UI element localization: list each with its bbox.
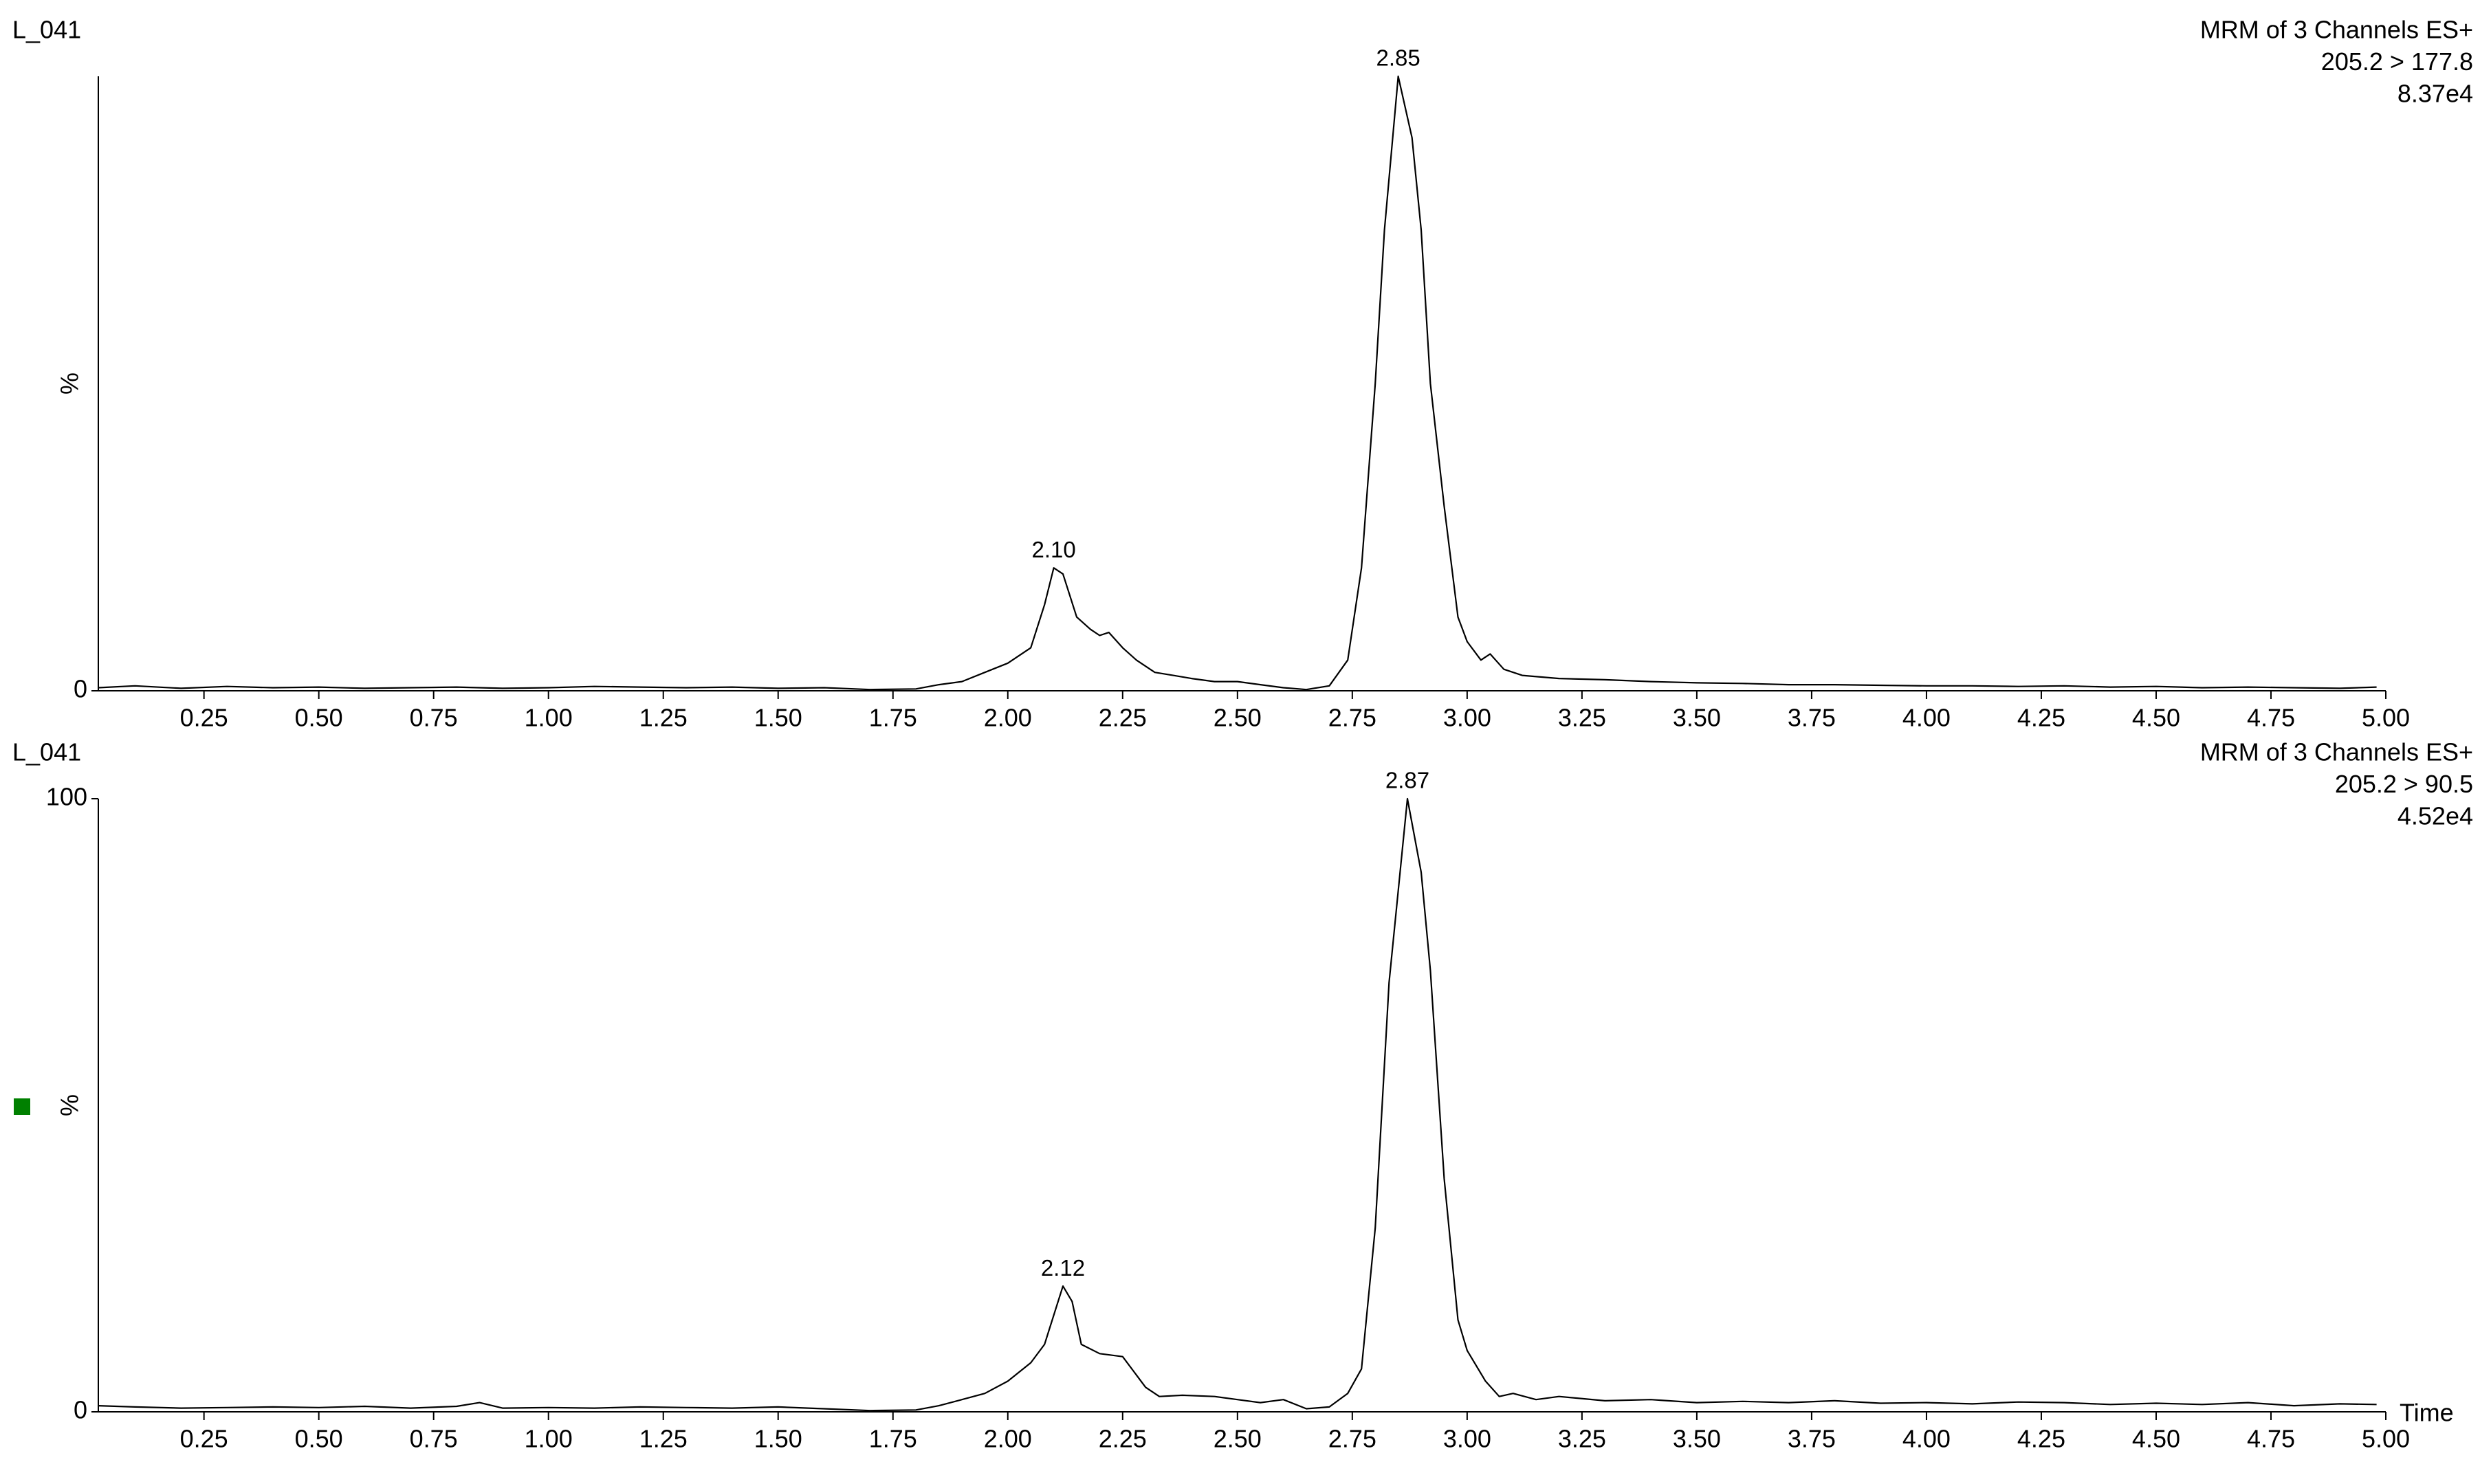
x-tick-label: 4.50 [2132,704,2180,732]
x-tick-label: 2.25 [1099,1425,1147,1453]
channel-info: 8.37e4 [2397,80,2473,108]
x-tick-label: 1.25 [639,1425,688,1453]
x-tick-label: 2.00 [984,704,1032,732]
x-tick-label: 4.25 [2017,1425,2065,1453]
x-tick-label: 3.75 [1788,704,1836,732]
y-tick-label: 100 [46,783,87,811]
x-tick-label: 4.00 [1902,704,1951,732]
x-tick-label: 0.25 [180,1425,228,1453]
x-tick-label: 2.75 [1328,704,1376,732]
peak-label: 2.87 [1385,768,1429,793]
trace-name: L_041 [12,16,81,44]
x-tick-label: 4.00 [1902,1425,1951,1453]
x-tick-label: 1.75 [869,704,917,732]
x-tick-label: 0.50 [295,704,343,732]
x-tick-label: 3.25 [1558,704,1606,732]
x-tick-label: 4.25 [2017,704,2065,732]
x-tick-label: 3.00 [1443,1425,1491,1453]
x-tick-label: 4.50 [2132,1425,2180,1453]
x-tick-label: 0.25 [180,704,228,732]
x-tick-label: 3.75 [1788,1425,1836,1453]
y-axis-label: % [56,373,84,395]
channel-info: 4.52e4 [2397,802,2473,830]
trace-marker [14,1098,30,1115]
y-tick-label: 0 [74,675,87,703]
x-tick-label: 4.75 [2247,1425,2295,1453]
x-tick-label: 1.00 [525,1425,573,1453]
x-axis-label: Time [2400,1399,2454,1427]
x-tick-label: 2.75 [1328,1425,1376,1453]
peak-label: 2.10 [1031,537,1075,562]
channel-info: MRM of 3 Channels ES+ [2200,16,2473,44]
x-tick-label: 3.25 [1558,1425,1606,1453]
trace-line [98,797,2377,1412]
peak-label: 2.85 [1376,45,1420,71]
channel-info: 205.2 > 177.8 [2321,47,2473,76]
x-tick-label: 3.50 [1673,704,1721,732]
x-tick-label: 3.00 [1443,704,1491,732]
x-tick-label: 1.50 [754,1425,802,1453]
x-tick-label: 1.75 [869,1425,917,1453]
x-tick-label: 2.00 [984,1425,1032,1453]
x-tick-label: 0.50 [295,1425,343,1453]
trace-name: L_041 [12,738,81,766]
x-tick-label: 0.75 [410,1425,458,1453]
channel-info: 205.2 > 90.5 [2335,770,2473,798]
channel-info: MRM of 3 Channels ES+ [2200,738,2473,766]
x-tick-label: 5.00 [2362,1425,2410,1453]
peak-label: 2.12 [1041,1255,1085,1281]
x-tick-label: 1.50 [754,704,802,732]
y-axis-label: % [56,1094,84,1116]
x-tick-label: 1.00 [525,704,573,732]
x-tick-label: 2.50 [1214,704,1262,732]
x-tick-label: 1.25 [639,704,688,732]
x-tick-label: 5.00 [2362,704,2410,732]
x-tick-label: 4.75 [2247,704,2295,732]
y-tick-label: 0 [74,1396,87,1424]
trace-line [98,75,2377,691]
x-tick-label: 0.75 [410,704,458,732]
x-tick-label: 3.50 [1673,1425,1721,1453]
x-tick-label: 2.25 [1099,704,1147,732]
x-tick-label: 2.50 [1214,1425,1262,1453]
